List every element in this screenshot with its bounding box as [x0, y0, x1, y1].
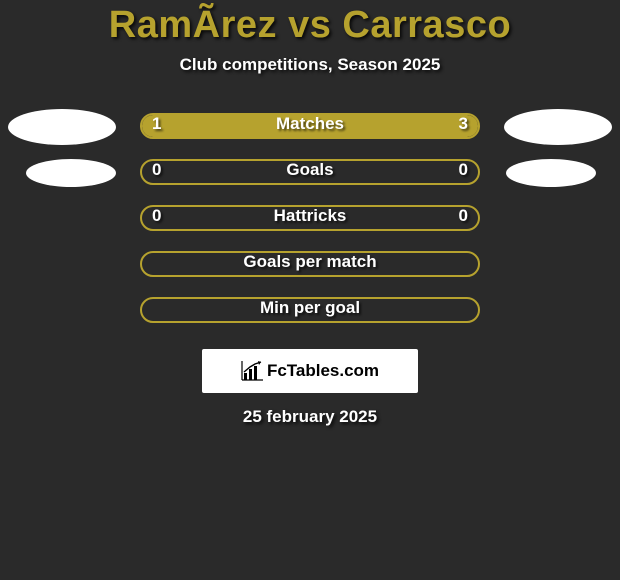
player-avatar-right: [504, 109, 612, 145]
stat-row: Hattricks00: [0, 195, 620, 241]
stat-bar: [140, 251, 480, 277]
stat-rows: Matches13Goals00Hattricks00Goals per mat…: [0, 103, 620, 333]
stat-row: Goals00: [0, 149, 620, 195]
player-avatar-left: [8, 109, 116, 145]
stat-bar: [140, 297, 480, 323]
snapshot-date: 25 february 2025: [0, 407, 620, 427]
page-title: RamÃ­rez vs Carrasco: [0, 4, 620, 47]
source-logo[interactable]: FcTables.com: [202, 349, 418, 393]
stat-row: Goals per match: [0, 241, 620, 287]
source-logo-text: FcTables.com: [267, 361, 379, 381]
stat-bar-fill: [142, 115, 478, 137]
stat-row: Matches13: [0, 103, 620, 149]
stat-row: Min per goal: [0, 287, 620, 333]
stat-bar: [140, 159, 480, 185]
bar-chart-icon: [241, 361, 263, 381]
player-avatar-left: [26, 159, 116, 187]
comparison-card: RamÃ­rez vs Carrasco Club competitions, …: [0, 0, 620, 427]
stat-bar: [140, 205, 480, 231]
stat-bar: [140, 113, 480, 139]
subtitle: Club competitions, Season 2025: [0, 55, 620, 75]
player-avatar-right: [506, 159, 596, 187]
